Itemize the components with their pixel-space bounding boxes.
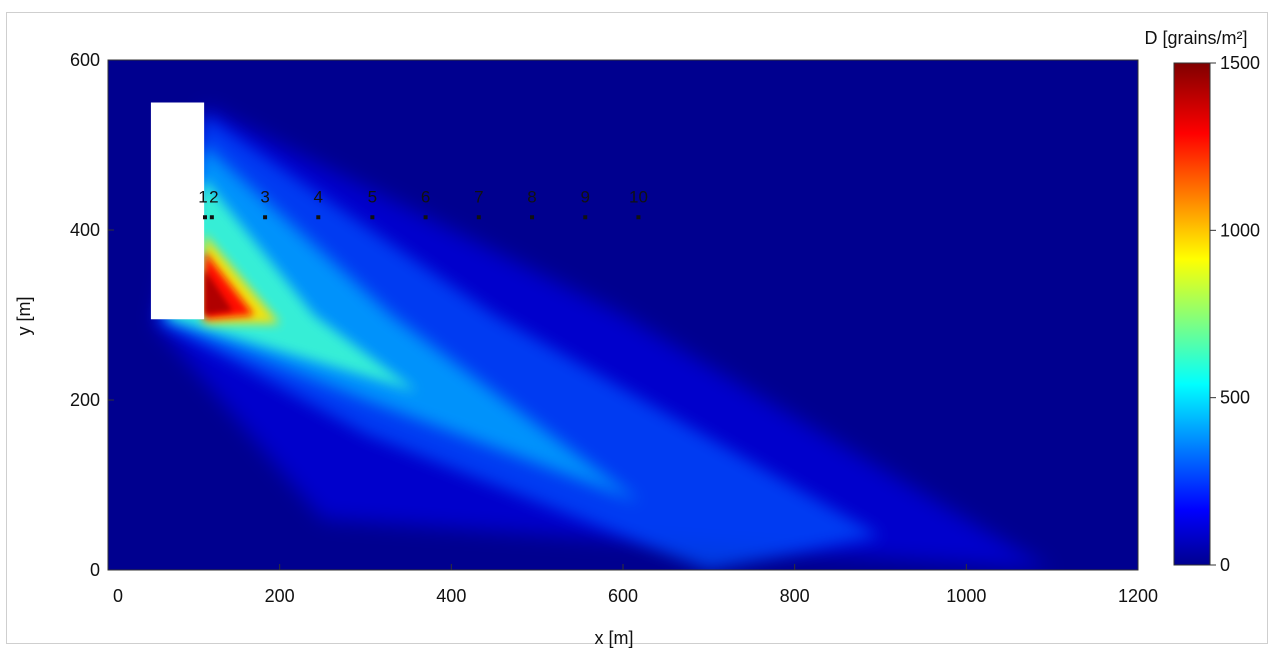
- plume-layer-mid-low: [159, 115, 881, 570]
- y-tick-label: 0: [90, 560, 100, 580]
- colorbar-label: D [grains/m²]: [1144, 28, 1247, 48]
- colorbar-tick-label: 500: [1220, 388, 1250, 408]
- sample-point-label: 4: [314, 187, 323, 206]
- sample-point-marker: [370, 215, 375, 220]
- x-axis-label: x [m]: [595, 628, 634, 648]
- y-axis-label: y [m]: [14, 297, 34, 336]
- sample-point-label: 6: [421, 187, 430, 206]
- x-tick-label: 1000: [946, 586, 986, 606]
- sample-point-marker: [316, 215, 321, 220]
- colorbar-tick-label: 0: [1220, 555, 1230, 575]
- sample-point-marker: [476, 215, 481, 220]
- figure-frame: [6, 12, 1268, 644]
- sample-point-label: 3: [260, 187, 269, 206]
- y-tick-label: 400: [70, 220, 100, 240]
- x-tick-label: 200: [265, 586, 295, 606]
- sample-point-label: 9: [580, 187, 589, 206]
- sample-point-label: 8: [527, 187, 536, 206]
- sample-points: 1 2 3 4 5 6 7 8 9 10: [198, 187, 648, 220]
- sample-point-marker: [423, 215, 428, 220]
- x-tick-label: 0: [113, 586, 123, 606]
- plume-layer-mid: [163, 145, 641, 502]
- plume-layer-peak: [204, 268, 233, 315]
- sample-point-marker: [209, 215, 214, 220]
- sample-point-marker: [636, 215, 641, 220]
- sample-point-marker: [263, 215, 268, 220]
- sample-point-label: 5: [368, 187, 377, 206]
- x-axis-ticks: 0 200 400 600 800 1000 1200: [107, 564, 1158, 606]
- concentration-field: [155, 106, 1053, 570]
- plume-layer-low: [155, 106, 1053, 570]
- sample-point-label: 10: [629, 187, 648, 206]
- y-tick-label: 600: [70, 50, 100, 70]
- sample-point-label: 7: [474, 187, 483, 206]
- plume-layer-cyan: [168, 179, 417, 392]
- sample-point-marker: [583, 215, 588, 220]
- source-block: [150, 102, 205, 320]
- y-axis-ticks: 0 200 400 600: [70, 50, 114, 580]
- y-tick-label: 200: [70, 390, 100, 410]
- x-tick-label: 600: [608, 586, 638, 606]
- sample-point-marker: [202, 215, 207, 220]
- colorbar: [1173, 62, 1211, 566]
- x-tick-label: 400: [436, 586, 466, 606]
- sample-point-label: 1: [198, 187, 207, 206]
- sample-point-label: 2: [209, 187, 218, 206]
- x-tick-label: 800: [780, 586, 810, 606]
- x-tick-label: 1200: [1118, 586, 1158, 606]
- colorbar-tick-label: 1500: [1220, 53, 1260, 73]
- colorbar-ticks: 0 500 1000 1500: [1210, 53, 1260, 575]
- sample-point-marker: [530, 215, 535, 220]
- colorbar-tick-label: 1000: [1220, 220, 1260, 240]
